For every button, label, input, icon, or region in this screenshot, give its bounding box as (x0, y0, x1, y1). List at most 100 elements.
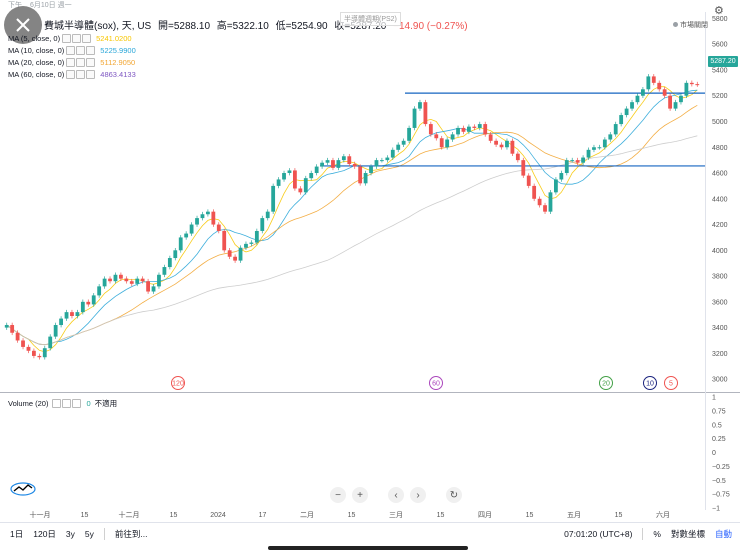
candle-body (488, 134, 493, 141)
close-icon[interactable] (86, 69, 96, 79)
candle-body (554, 179, 558, 193)
settings-icon[interactable] (62, 399, 72, 408)
y-tick-label: 3800 (712, 274, 728, 281)
percent-toggle[interactable]: % (653, 529, 661, 539)
market-status: 市場關閉 (673, 20, 708, 30)
open-value: 開=5288.10 (158, 21, 211, 32)
change-value: −14.90 (−0.27%) (393, 21, 468, 32)
candle-body (331, 160, 335, 168)
candle-body (570, 160, 575, 162)
x-tick-label: 15 (526, 512, 534, 519)
range-120d-button[interactable]: 120日 (33, 529, 56, 539)
scroll-right-icon[interactable]: › (410, 487, 426, 503)
candle-body (668, 95, 672, 109)
candle-body (287, 170, 292, 174)
y-tick-label: 5000 (712, 119, 728, 126)
ma-line-10 (6, 89, 698, 346)
reset-icon[interactable]: ↻ (446, 487, 462, 503)
eye-icon[interactable] (62, 33, 72, 43)
range-3y-button[interactable]: 3y (65, 529, 75, 539)
candle-body (385, 157, 390, 161)
y-tick-label: 5600 (712, 42, 728, 49)
range-5y-button[interactable]: 5y (84, 529, 94, 539)
candle-body (494, 140, 498, 145)
close-icon[interactable] (86, 57, 96, 67)
price-chart[interactable]: 3000 3200 3400 3600 3800 4000 4200 4400 4600 4800… (0, 0, 740, 520)
candle-body (532, 185, 537, 199)
scroll-left-icon[interactable]: ‹ (388, 487, 404, 503)
close-button[interactable] (4, 6, 42, 44)
ma-row-60[interactable]: MA (60, close, 0) 4863.4133 (8, 68, 136, 80)
candle-body (581, 157, 585, 163)
volume-controls[interactable] (52, 399, 82, 408)
candle-body (303, 178, 308, 193)
ma-controls[interactable] (62, 33, 92, 43)
eye-icon[interactable] (66, 45, 76, 55)
zoom-in-icon[interactable]: + (352, 487, 368, 503)
range-1d-button[interactable]: 1日 (10, 529, 24, 539)
eye-icon[interactable] (66, 69, 76, 79)
ma-label: MA (60, close, 0) (8, 69, 65, 79)
zoom-out-icon[interactable]: − (330, 487, 346, 503)
volume-legend[interactable]: Volume (20) 0 不適用 (8, 398, 117, 409)
close-icon[interactable] (82, 33, 92, 43)
candle-body (651, 76, 656, 83)
candle-body (178, 237, 183, 251)
candle-body (102, 278, 107, 287)
candle-body (412, 108, 417, 128)
candle-body (200, 214, 205, 219)
close-icon[interactable] (72, 399, 82, 408)
candle-body (369, 166, 373, 174)
gear-icon[interactable]: ⚙ (714, 5, 724, 17)
candle-body (662, 89, 667, 96)
ma-controls[interactable] (66, 69, 96, 79)
x-tick-label: 十二月 (119, 510, 140, 519)
candle-body (108, 278, 112, 282)
candle-body (450, 134, 455, 140)
candle-body (86, 301, 91, 305)
settings-icon[interactable] (76, 45, 86, 55)
candle-body (624, 108, 629, 116)
candle-body (271, 185, 276, 212)
candle-body (151, 286, 156, 292)
candle-body (15, 332, 20, 341)
candle-body (472, 126, 477, 128)
period-marker-label: 120 (172, 381, 184, 388)
ma-controls[interactable] (66, 45, 96, 55)
high-value: 高=5322.10 (216, 21, 269, 32)
close-icon[interactable] (86, 45, 96, 55)
log-scale-toggle[interactable]: 對數坐標 (670, 529, 705, 539)
last-price-tag: 5287.20 (708, 56, 738, 67)
y-tick-label: 5800 (712, 16, 728, 23)
volume-value: 0 (86, 399, 91, 408)
candle-body (222, 230, 227, 251)
bottom-toolbar: 1日 120日 3y 5y 前往到... 07:01:20 (UTC+8) % … (0, 522, 740, 545)
candle-body (434, 134, 439, 139)
volume-note: 不適用 (94, 399, 118, 408)
y-tick-label: 3400 (712, 325, 728, 332)
goto-button[interactable]: 前往到... (114, 529, 148, 539)
candle-body (4, 325, 9, 328)
low-value: 低=5254.90 (275, 21, 328, 32)
volume-tick-label: 0.75 (712, 408, 726, 415)
ma-row-20[interactable]: MA (20, close, 0) 5112.9050 (8, 56, 136, 68)
y-tick-label: 5400 (712, 67, 728, 74)
eye-icon[interactable] (66, 57, 76, 67)
settings-icon[interactable] (72, 33, 82, 43)
settings-icon[interactable] (76, 69, 86, 79)
x-tick-label: 十一月 (30, 510, 51, 519)
ma-row-5[interactable]: MA (5, close, 0) 5241.0200 (8, 32, 136, 44)
home-indicator (268, 546, 468, 550)
ma-row-10[interactable]: MA (10, close, 0) 5225.9900 (8, 44, 136, 56)
auto-scale-toggle[interactable]: 自動 (714, 529, 732, 539)
candle-body (157, 274, 161, 287)
timezone-label[interactable]: 07:01:20 (UTC+8) (564, 529, 633, 539)
candle-body (358, 166, 363, 184)
settings-icon[interactable] (76, 57, 86, 67)
candle-body (162, 267, 167, 275)
ma-controls[interactable] (66, 57, 96, 67)
period-marker (171, 376, 185, 390)
candle-body (195, 218, 199, 225)
eye-icon[interactable] (52, 399, 62, 408)
period-marker-label: 60 (432, 381, 440, 388)
